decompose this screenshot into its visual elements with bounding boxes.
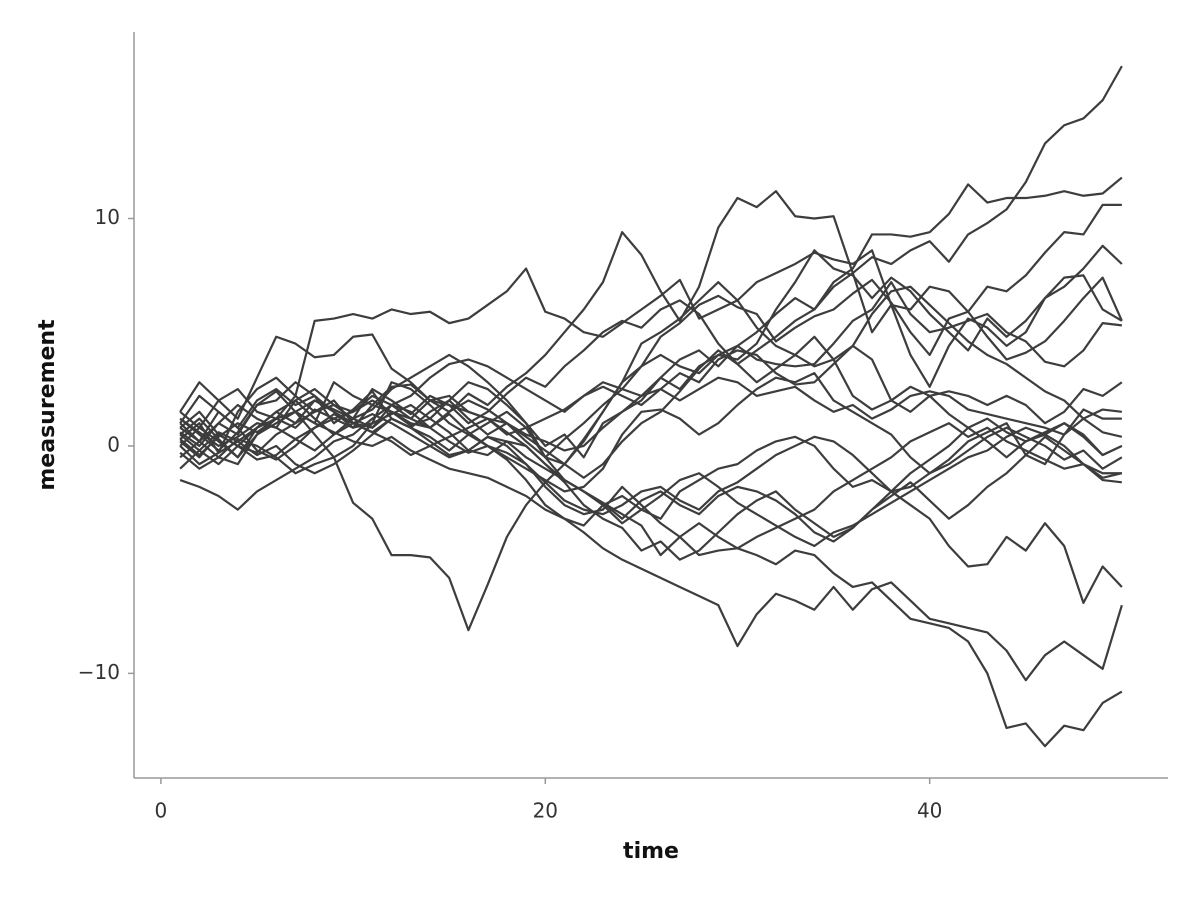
- series-line: [179, 281, 1123, 632]
- series-line: [179, 410, 1123, 682]
- series-line: [179, 394, 1122, 561]
- series-line: [179, 399, 1123, 748]
- series-line: [179, 65, 1123, 459]
- x-axis-title: time: [623, 839, 679, 864]
- series-line: [179, 403, 1123, 543]
- series-line: [179, 372, 1122, 493]
- series-line: [179, 335, 1123, 479]
- x-tick-label: 20: [533, 799, 558, 823]
- series-line: [179, 344, 1123, 429]
- series-line: [179, 244, 1123, 459]
- series-line: [179, 203, 1122, 466]
- y-axis-title: measurement: [35, 319, 60, 491]
- series-line: [179, 399, 1123, 516]
- x-tick-label: 0: [155, 799, 168, 823]
- series-line: [179, 190, 1123, 420]
- series-line: [179, 417, 1123, 557]
- series-line: [179, 403, 1123, 604]
- y-tick-label: 10: [95, 205, 120, 229]
- series-line: [179, 413, 1122, 548]
- y-tick-label: 0: [107, 432, 120, 456]
- y-tick-label: −10: [78, 660, 120, 684]
- x-tick-label: 40: [917, 799, 942, 823]
